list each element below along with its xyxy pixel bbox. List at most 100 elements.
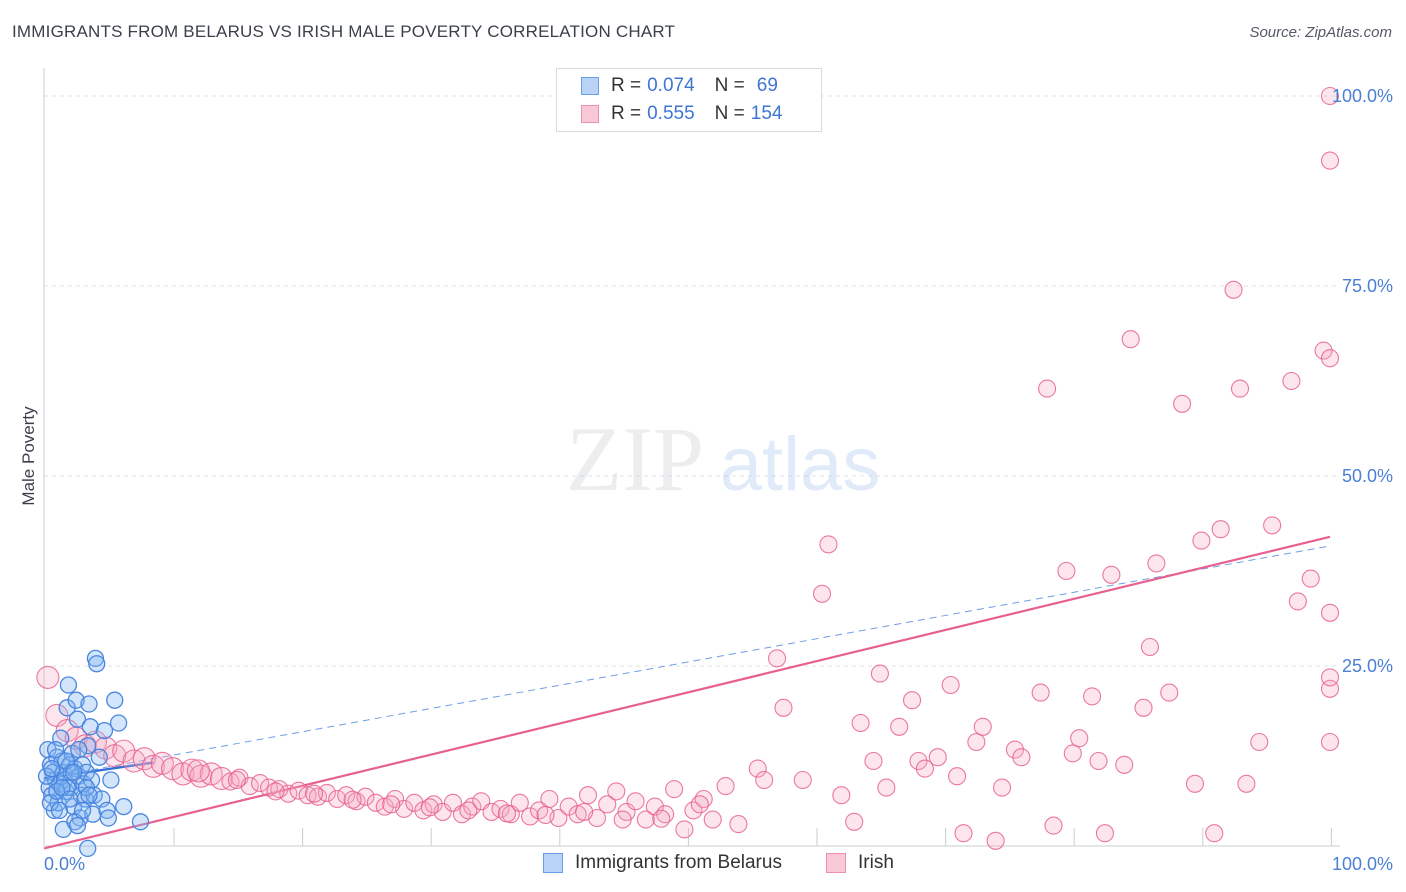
point-belarus [79, 737, 97, 755]
x-tick-label-100: 100.0% [1332, 854, 1393, 874]
legend-r-label: R = [611, 75, 642, 96]
point-irish [729, 815, 748, 834]
point-belarus [90, 748, 108, 766]
point-belarus [46, 740, 65, 759]
y-axis-label: Male Poverty [19, 406, 38, 506]
point-irish [161, 757, 185, 781]
point-belarus [99, 809, 117, 827]
point-irish [967, 732, 986, 752]
point-irish [1012, 748, 1031, 767]
point-irish [141, 754, 165, 778]
legend-r-label: R = [611, 103, 642, 124]
series-label-belarus: Immigrants from Belarus [575, 852, 782, 873]
point-belarus [70, 740, 88, 759]
point-irish [1057, 561, 1076, 581]
point-irish [890, 717, 909, 736]
point-irish [186, 759, 210, 783]
point-irish [575, 802, 594, 821]
point-irish [877, 778, 896, 797]
series-legend-belarus[interactable]: Immigrants from Belarus [543, 852, 782, 874]
series-label-irish: Irish [858, 852, 894, 873]
point-irish [250, 773, 270, 793]
y-tick-label-100: 100.0% [1332, 86, 1393, 106]
point-irish [1250, 732, 1269, 752]
point-irish [328, 789, 347, 809]
point-irish [1320, 732, 1340, 752]
point-irish [598, 795, 617, 814]
y-tick-label-75: 75.0% [1342, 276, 1393, 296]
legend-r-value-irish: 0.555 [647, 103, 695, 124]
trend-lines [43, 535, 1331, 850]
point-irish [343, 790, 362, 809]
legend-n-label: N = [714, 103, 745, 124]
point-irish [915, 759, 934, 778]
point-irish [1089, 751, 1108, 771]
series-legend: Immigrants from Belarus Irish [0, 852, 1406, 878]
point-irish [864, 751, 883, 771]
series-legend-irish[interactable]: Irish [826, 852, 894, 874]
legend-n-value-irish: 154 [750, 103, 783, 124]
point-belarus [68, 710, 87, 728]
point-irish [1320, 603, 1340, 622]
tick-labels: 25.0% 50.0% 75.0% 100.0% 0.0% 100.0% [44, 86, 1393, 874]
point-belarus [95, 721, 114, 740]
point-irish [1173, 394, 1192, 413]
point-irish [1160, 683, 1179, 702]
point-irish [1314, 341, 1333, 360]
point-irish [607, 782, 626, 801]
source-label: Source: ZipAtlas.com [1249, 24, 1392, 41]
point-belarus [115, 797, 133, 816]
point-irish [289, 781, 308, 800]
point-irish [954, 824, 973, 843]
point-irish [819, 535, 838, 554]
point-irish [1185, 774, 1205, 793]
point-irish [636, 810, 655, 829]
point-irish [703, 810, 722, 829]
point-belarus [102, 771, 120, 789]
point-belarus [61, 790, 79, 808]
series-swatch-irish [826, 853, 846, 873]
point-irish [1005, 740, 1024, 759]
point-irish [36, 665, 60, 689]
point-irish [1044, 816, 1063, 835]
legend-r-value-belarus: 0.074 [647, 75, 695, 96]
point-belarus [68, 816, 87, 835]
trend-line-irish [43, 535, 1331, 850]
point-irish [870, 664, 889, 683]
point-irish [767, 649, 787, 668]
x-tick-label-0: 0.0% [44, 854, 85, 874]
point-belarus [88, 655, 106, 673]
point-irish [497, 804, 517, 823]
point-irish [716, 777, 735, 796]
point-irish [227, 770, 246, 790]
point-irish [521, 807, 540, 826]
point-irish [540, 789, 559, 809]
point-irish [209, 766, 234, 791]
point-irish [941, 675, 960, 695]
point-irish [1102, 565, 1121, 584]
legend-n-label: N = [714, 75, 745, 96]
series-swatch-belarus [543, 853, 563, 873]
point-irish [1237, 774, 1256, 793]
point-irish [337, 786, 356, 805]
data-points [36, 86, 1340, 858]
point-irish [993, 778, 1012, 797]
watermark: ZIP atlas [566, 408, 880, 510]
point-irish [94, 736, 118, 760]
point-belarus [80, 695, 98, 713]
point-irish [1147, 554, 1166, 573]
point-irish [150, 751, 174, 775]
point-irish [690, 795, 709, 814]
point-irish [317, 783, 336, 802]
point-belarus [59, 676, 78, 694]
point-irish [1211, 520, 1230, 539]
point-irish [1301, 569, 1320, 588]
point-irish [305, 784, 324, 803]
point-irish [832, 786, 851, 805]
point-irish [132, 747, 156, 771]
legend-row-irish: R = 0.555 N = 154 [581, 101, 788, 127]
point-irish [793, 770, 812, 790]
point-irish [902, 691, 922, 710]
watermark-atlas: atlas [720, 422, 881, 507]
